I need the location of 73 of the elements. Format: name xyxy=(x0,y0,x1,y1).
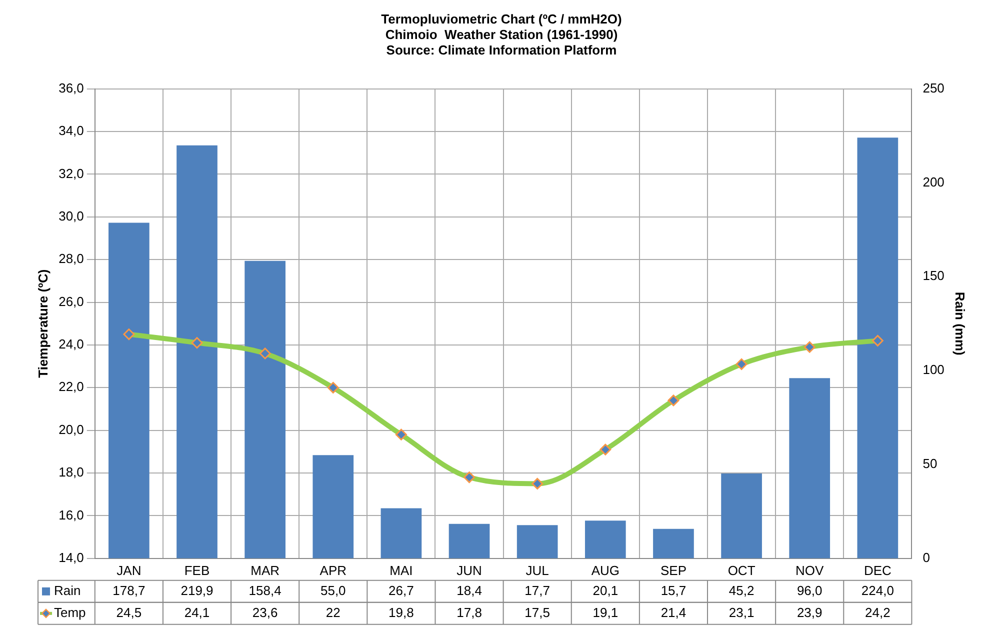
data-label: 22 xyxy=(326,604,340,620)
y-tick-label: 16,0 xyxy=(58,507,84,522)
data-label: 17,5 xyxy=(524,604,550,620)
x-tick-label: DEC xyxy=(864,562,892,578)
data-label: 15,7 xyxy=(660,582,686,598)
bar xyxy=(312,455,354,558)
x-tick-label: MAI xyxy=(390,562,413,578)
source-note: Source: Climate Information Platform xyxy=(386,42,617,58)
data-label: 23,9 xyxy=(796,604,822,620)
y2-tick-label: 0 xyxy=(922,550,930,565)
legend-label: Temp xyxy=(54,604,86,620)
x-tick-label: NOV xyxy=(796,562,824,578)
y-tick-label: 34,0 xyxy=(58,123,84,138)
x-tick-label: JUL xyxy=(526,562,549,578)
bar xyxy=(380,508,422,558)
chart-title: Termopluviometric Chart (ºC / mmH2O) xyxy=(381,11,622,26)
x-tick-label: SEP xyxy=(660,562,686,578)
y2-tick-label: 200 xyxy=(922,174,944,190)
y2-tick-label: 250 xyxy=(922,80,944,96)
data-label: 178,7 xyxy=(112,582,146,598)
data-label: 55,0 xyxy=(320,582,346,598)
data-label: 158,4 xyxy=(248,582,282,598)
data-label: 19,8 xyxy=(388,604,414,620)
y-tick-label: 30,0 xyxy=(58,208,84,224)
bar xyxy=(448,524,490,558)
data-label: 20,1 xyxy=(592,582,618,598)
data-label: 18,4 xyxy=(456,582,482,598)
y-tick-label: 26,0 xyxy=(58,294,84,309)
y-tick-label: 14,0 xyxy=(58,550,84,565)
legend-label: Rain xyxy=(54,582,81,598)
bar xyxy=(516,525,558,558)
bar xyxy=(108,222,150,558)
data-label: 24,1 xyxy=(184,604,210,620)
y2-axis-title: Rain (mm) xyxy=(952,292,968,356)
y2-tick-label: 100 xyxy=(922,362,944,378)
x-tick-label: AUG xyxy=(591,562,620,578)
bar xyxy=(584,520,626,558)
bar xyxy=(721,473,762,558)
x-tick-label: MAR xyxy=(250,562,280,578)
data-label: 26,7 xyxy=(388,582,414,598)
x-tick-label: FEB xyxy=(184,562,210,578)
y-tick-label: 32,0 xyxy=(58,166,84,181)
bar xyxy=(176,145,218,558)
data-label: 19,1 xyxy=(592,604,618,620)
data-label: 24,2 xyxy=(865,604,890,620)
bar xyxy=(244,260,286,558)
x-tick-label: OCT xyxy=(728,562,756,578)
x-tick-label: JAN xyxy=(116,562,142,578)
y2-tick-label: 50 xyxy=(922,456,938,472)
data-label: 45,2 xyxy=(728,582,754,598)
data-label: 24,5 xyxy=(116,604,142,620)
data-label: 96,0 xyxy=(796,582,822,598)
data-label: 17,8 xyxy=(456,604,482,620)
data-label: 219,9 xyxy=(180,582,214,598)
data-label: 23,6 xyxy=(252,604,278,620)
y-tick-label: 22,0 xyxy=(58,379,84,394)
y-tick-label: 18,0 xyxy=(58,464,84,480)
x-tick-label: JUN xyxy=(456,562,482,578)
y-tick-label: 36,0 xyxy=(58,80,84,96)
y2-tick-label: 150 xyxy=(922,268,944,284)
y-tick-label: 28,0 xyxy=(58,251,84,266)
data-label: 17,7 xyxy=(524,582,550,598)
data-label: 23,1 xyxy=(728,604,754,620)
chart-subtitle: Chimoio Weather Station (1961-1990) xyxy=(385,26,618,42)
data-label: 21,4 xyxy=(660,604,686,620)
y-tick-label: 24,0 xyxy=(58,336,84,352)
data-label: 224,0 xyxy=(861,582,894,598)
bar xyxy=(857,138,898,558)
y-axis-title: Tiemperature (ºC) xyxy=(35,269,50,378)
y-tick-label: 20,0 xyxy=(58,422,84,437)
bar xyxy=(653,528,694,558)
x-tick-label: APR xyxy=(320,562,347,578)
bar xyxy=(789,378,830,558)
